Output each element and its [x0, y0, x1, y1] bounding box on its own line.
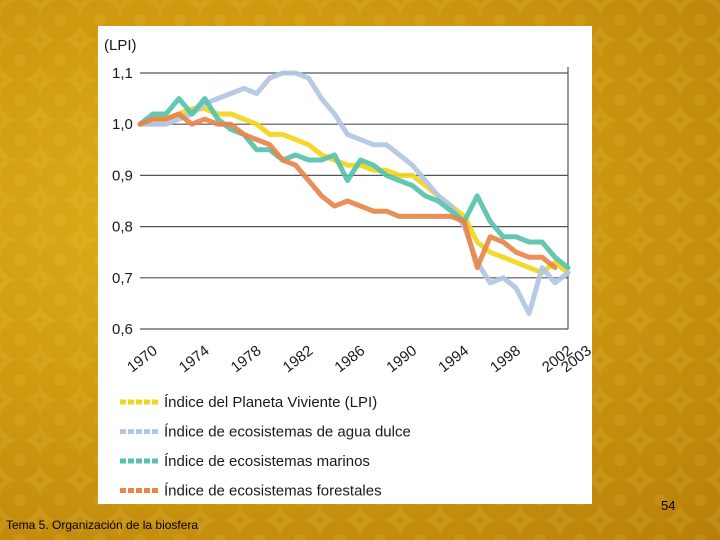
series-line-2 — [137, 96, 571, 271]
x-tick-label: 1974 — [176, 342, 213, 376]
y-tick-label: 0,8 — [112, 219, 133, 236]
x-tick-label: 1998 — [487, 342, 524, 376]
legend-label: Índice del Planeta Viviente (LPI) — [164, 394, 377, 411]
page-number: 54 — [661, 498, 676, 513]
slide-footer-title: Tema 5. Organización de la biosfera — [6, 518, 199, 532]
lpi-line-chart: (LPI) 1,1 1,0 0,9 0,8 0,7 0,6 1970 1974 1978 1982… — [104, 37, 595, 500]
x-tick-label: 1982 — [280, 342, 317, 376]
series-line-0 — [137, 106, 571, 276]
y-tick-label: 0,6 — [112, 321, 133, 338]
axis-layer: (LPI) 1,1 1,0 0,9 0,8 0,7 0,6 1970 1974 1978 1982… — [104, 37, 595, 376]
x-tick-label: 1978 — [228, 342, 265, 376]
legend-label: Índice de ecosistemas marinos — [164, 453, 370, 470]
x-tick-label: 1970 — [124, 342, 161, 376]
legend-label: Índice de ecosistemas forestales — [164, 483, 382, 500]
x-tick-label: 1986 — [332, 342, 369, 376]
legend: Índice del Planeta Viviente (LPI) Índice … — [120, 394, 411, 500]
series-line-1 — [137, 70, 571, 317]
y-tick-label: 1,1 — [112, 65, 133, 82]
y-tick-label: 1,0 — [112, 116, 133, 133]
y-tick-label: 0,7 — [112, 270, 133, 287]
x-tick-label: 1994 — [435, 342, 472, 376]
chart-panel: (LPI) 1,1 1,0 0,9 0,8 0,7 0,6 1970 1974 1978 1982… — [98, 26, 595, 504]
x-tick-label: 1990 — [383, 342, 420, 376]
series-layer — [137, 70, 571, 317]
y-axis-label: (LPI) — [104, 37, 137, 54]
y-tick-label: 0,9 — [112, 167, 133, 184]
legend-label: Índice de ecosistemas de agua dulce — [164, 424, 411, 441]
series-line-3 — [137, 111, 558, 271]
